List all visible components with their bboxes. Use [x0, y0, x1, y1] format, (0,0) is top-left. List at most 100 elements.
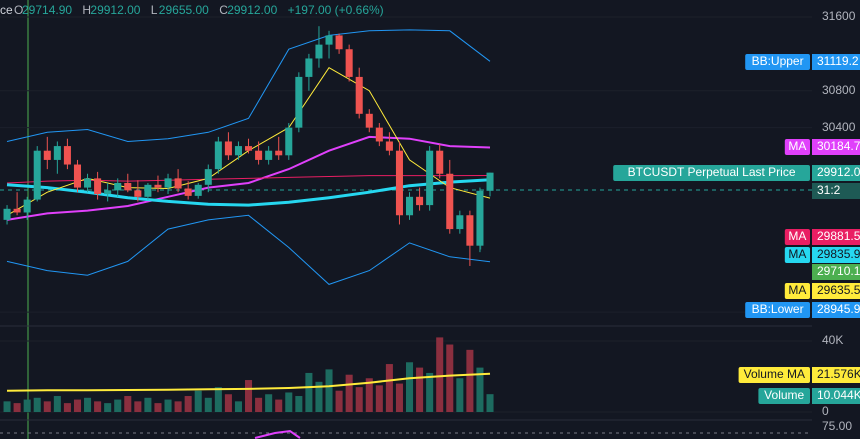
candle-body [325, 35, 333, 45]
header-symbol: ce [0, 3, 13, 17]
label-name: BB:Upper [752, 54, 804, 68]
label-name-box [784, 247, 810, 263]
volume-bar [63, 403, 71, 413]
label-value: 30184.7 [817, 139, 860, 153]
indicator-line [6, 135, 491, 221]
volume-bar [134, 401, 142, 413]
volume-bar [375, 385, 383, 413]
volume-bar [124, 396, 132, 413]
candle-body [476, 190, 484, 246]
label-value-box [812, 54, 860, 70]
volume-bar [13, 403, 21, 413]
label-name: BB:Lower [752, 302, 804, 316]
volume-bar [486, 394, 494, 413]
volume-bar [345, 374, 353, 413]
volume-bar [436, 337, 444, 413]
volume-bar [305, 372, 313, 413]
candle-body [154, 184, 162, 188]
volume-bar [365, 378, 373, 413]
candle-body [255, 150, 263, 160]
volume-bar [385, 364, 393, 413]
candle-body [184, 188, 192, 196]
label-name: MA [788, 283, 806, 297]
candle-body [436, 150, 444, 174]
volume-bar [416, 367, 424, 413]
volume-bar [315, 381, 323, 413]
label-name: MA [788, 247, 806, 261]
volume-tick-label: 40K [822, 333, 843, 347]
candle-body [134, 190, 142, 197]
label-value: 29835.9 [817, 247, 860, 261]
volume-bar [3, 401, 11, 413]
label-value: 29912.0 [817, 165, 860, 179]
volume-bar [335, 390, 343, 413]
header-label: C [219, 3, 228, 17]
candle-body [456, 215, 464, 230]
candle-body [486, 172, 494, 191]
label-value-box [812, 388, 860, 404]
candle-body [416, 196, 424, 206]
volume-bar [214, 387, 222, 413]
label-name-box [745, 54, 810, 70]
volume-tick-label: 0 [822, 404, 829, 418]
candle-body [144, 184, 152, 197]
candle-body [114, 182, 122, 191]
indicator-line [6, 214, 491, 285]
header-change: +197.00 (+0.66%) [288, 3, 384, 17]
volume-bar [53, 396, 61, 413]
volume-bar [224, 394, 232, 413]
candle-body [84, 178, 92, 188]
volume-bar [94, 401, 102, 413]
volume-bar [255, 397, 263, 413]
candle-body [204, 169, 212, 185]
candle-body [23, 199, 31, 213]
label-value-box [812, 367, 860, 383]
candle-body [3, 208, 11, 220]
label-name-box [784, 283, 810, 299]
candle-body [73, 164, 81, 188]
volume-bar [245, 380, 253, 413]
candle-body [53, 146, 61, 160]
header-label: O [14, 3, 23, 17]
volume-bar [184, 396, 192, 413]
volume-ma-line [6, 372, 491, 392]
label-value-box [812, 183, 860, 199]
y-tick-label: 31600 [822, 9, 856, 23]
candle-body [214, 141, 222, 170]
label-value-box [812, 247, 860, 263]
y-tick-label: 30800 [822, 83, 856, 97]
candle-body [194, 184, 202, 196]
indicator-tick: 75.00 [822, 419, 852, 433]
volume-bar [174, 401, 182, 413]
candle-body [466, 215, 474, 246]
label-name-box [738, 367, 810, 383]
volume-bar [355, 387, 363, 413]
candle-body [345, 49, 353, 77]
candle-body [335, 35, 343, 50]
volume-bar [295, 396, 303, 413]
label-value-box [812, 139, 860, 155]
candle-body [234, 146, 242, 156]
candle-body [315, 44, 323, 59]
volume-bar [426, 372, 434, 413]
label-name-box [613, 165, 810, 181]
label-value-box [812, 165, 860, 181]
header-value: 29714.90 [22, 3, 72, 17]
label-name: BTCUSDT Perpetual Last Price [628, 165, 796, 179]
label-name-box [784, 139, 810, 155]
volume-bar [476, 367, 484, 413]
volume-bar [144, 397, 152, 413]
candle-body [124, 182, 132, 191]
candle-body [295, 76, 303, 128]
label-value: 31:2 [817, 183, 841, 197]
volume-bar [33, 397, 41, 413]
volume-bar [275, 399, 283, 413]
candle-body [406, 196, 414, 216]
label-name-box [758, 388, 810, 404]
volume-bar [395, 383, 403, 413]
volume-bar [114, 399, 122, 413]
volume-bar [164, 399, 172, 413]
volume-bar [154, 403, 162, 413]
label-value: 10.044K [817, 388, 860, 402]
volume-bar [325, 369, 333, 413]
